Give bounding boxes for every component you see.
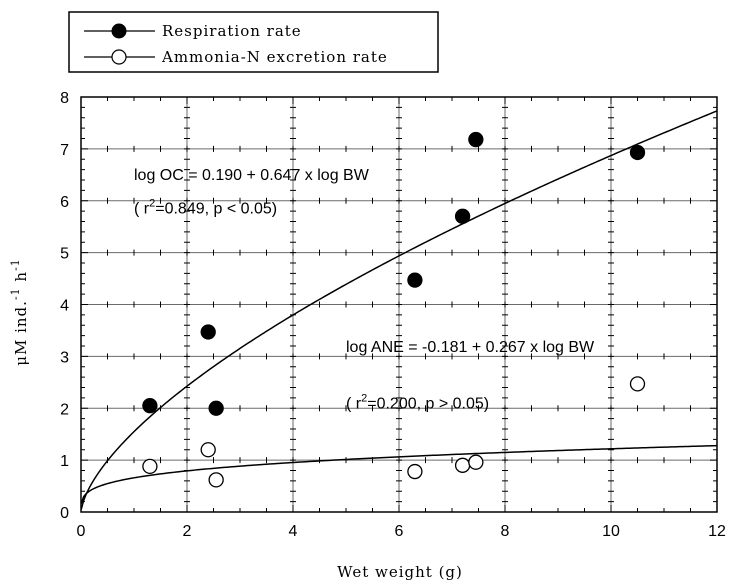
respiration-point [454, 208, 471, 224]
y-tick-label: 5 [60, 246, 69, 263]
annotation-3: log ANE = -0.181 + 0.267 x log BW [346, 339, 595, 356]
x-tick-label: 10 [602, 523, 620, 540]
ammonia-point [454, 457, 471, 473]
ammonia-point [142, 458, 158, 475]
respiration-point [407, 272, 423, 288]
y-tick-label: 2 [60, 401, 69, 418]
y-tick-label: 0 [60, 505, 69, 522]
x-tick-label: 8 [501, 523, 510, 540]
fit-curve-ammonia [80, 444, 718, 504]
annotation-1: log OC = 0.190 + 0.647 x log BW [134, 167, 370, 184]
legend: Respiration rate Ammonia-N excretion rat… [68, 11, 439, 73]
ammonia-point [629, 376, 646, 392]
x-tick-label: 6 [395, 523, 404, 540]
y-tick-label: 4 [60, 298, 69, 315]
ammonia-point [468, 454, 484, 470]
respiration-point [468, 131, 484, 148]
y-tick-labels: 0 1 2 3 4 5 6 7 8 [60, 90, 69, 522]
x-axis-label: Wet weight (g) [337, 563, 463, 581]
legend-ammonia-marker [111, 49, 127, 65]
x-tick-label: 0 [77, 523, 86, 540]
respiration-point [208, 400, 224, 416]
legend-respiration-label: Respiration rate [162, 22, 302, 40]
annotations: log OC = 0.190 + 0.647 x log BW ( r2=0.84… [134, 167, 595, 412]
x-tick-labels: 0 2 4 6 8 10 12 [77, 523, 726, 540]
y-axis-label: μM ind.-1 h-1 [9, 258, 30, 366]
plot-frame [80, 96, 718, 513]
ammonia-point [208, 472, 224, 488]
y-tick-label: 3 [60, 349, 69, 366]
ammonia-point [407, 463, 423, 480]
annotation-4: ( r2=0.200, p > 0.05) [346, 392, 489, 412]
y-tick-label: 1 [60, 453, 69, 470]
y-tick-label: 7 [60, 142, 69, 159]
y-tick-label: 8 [60, 90, 69, 107]
fit-curve-respiration [80, 110, 718, 510]
legend-respiration-marker [111, 23, 127, 39]
respiration-point [200, 324, 216, 340]
x-tick-label: 4 [289, 523, 298, 540]
data-points [142, 131, 646, 488]
respiration-point [629, 144, 646, 161]
fit-curves [80, 110, 718, 510]
x-tick-label: 2 [183, 523, 192, 540]
legend-box [68, 11, 439, 73]
respiration-point [142, 398, 158, 414]
x-tick-label: 12 [708, 523, 726, 540]
ammonia-point [200, 442, 216, 458]
y-tick-label: 6 [60, 194, 69, 211]
annotation-2: ( r2=0.849, p < 0.05) [134, 198, 277, 218]
legend-ammonia-label: Ammonia-N excretion rate [161, 48, 388, 66]
